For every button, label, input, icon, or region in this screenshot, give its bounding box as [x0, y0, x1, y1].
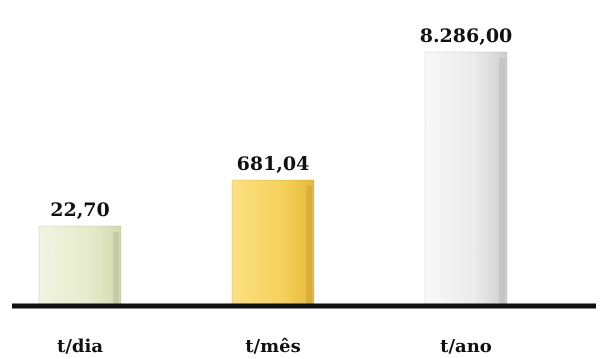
x-tick-label-1: t/mês — [245, 336, 301, 357]
bar-edge-shade-2 — [499, 58, 505, 304]
bar-0 — [38, 225, 122, 305]
bar-1 — [231, 179, 315, 305]
x-tick-label-2: t/ano — [440, 336, 492, 357]
bar-edge-shade-0 — [113, 232, 119, 304]
data-label-0: 22,70 — [50, 199, 110, 221]
bar-edge-shade-1 — [306, 186, 312, 304]
bars-layer — [38, 51, 508, 305]
data-label-2: 8.286,00 — [420, 25, 513, 47]
labels-layer: 22,70 t/dia 681,04 t/mês 8.286,00 t/ano — [50, 25, 512, 357]
data-label-1: 681,04 — [237, 153, 310, 175]
bar-2 — [424, 51, 508, 305]
x-tick-label-0: t/dia — [57, 336, 103, 357]
